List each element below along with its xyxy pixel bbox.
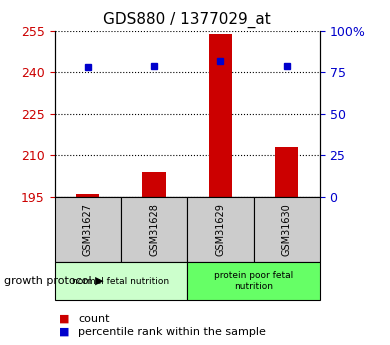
- Text: ■: ■: [58, 327, 69, 337]
- Text: protein poor fetal
nutrition: protein poor fetal nutrition: [214, 272, 293, 291]
- Title: GDS880 / 1377029_at: GDS880 / 1377029_at: [103, 12, 271, 28]
- Text: count: count: [78, 314, 110, 324]
- Bar: [76, 194, 99, 197]
- FancyBboxPatch shape: [187, 197, 254, 262]
- Text: GSM31627: GSM31627: [83, 203, 93, 256]
- Bar: [209, 34, 232, 197]
- FancyBboxPatch shape: [121, 197, 187, 262]
- FancyBboxPatch shape: [55, 262, 187, 300]
- Text: normal fetal nutrition: normal fetal nutrition: [72, 277, 170, 286]
- Text: ■: ■: [58, 314, 69, 324]
- FancyBboxPatch shape: [187, 262, 320, 300]
- FancyBboxPatch shape: [55, 197, 121, 262]
- Bar: [142, 172, 166, 197]
- Text: growth protocol ▶: growth protocol ▶: [4, 276, 103, 286]
- Text: GSM31628: GSM31628: [149, 203, 159, 256]
- Bar: [275, 147, 298, 197]
- Text: GSM31629: GSM31629: [215, 203, 225, 256]
- Text: GSM31630: GSM31630: [282, 203, 292, 256]
- Text: percentile rank within the sample: percentile rank within the sample: [78, 327, 266, 337]
- FancyBboxPatch shape: [254, 197, 320, 262]
